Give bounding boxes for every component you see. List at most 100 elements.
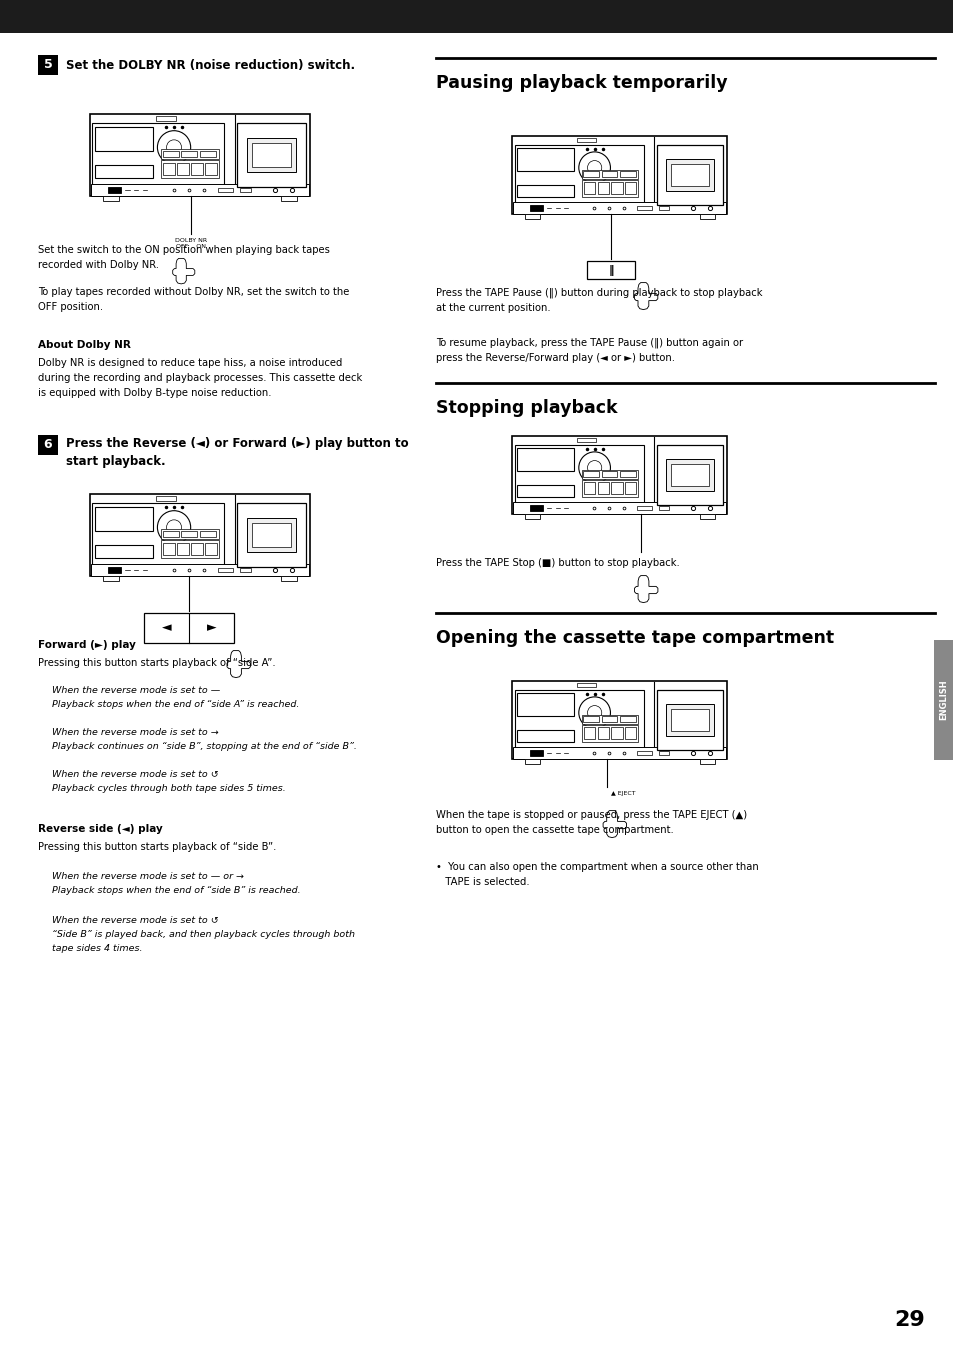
Bar — [247, 138, 295, 171]
Bar — [597, 182, 608, 194]
Bar — [583, 171, 598, 177]
Text: Playback continues on “side B”, stopping at the end of “side B”.: Playback continues on “side B”, stopping… — [52, 743, 356, 751]
Bar — [513, 502, 726, 514]
Text: Press the TAPE Stop (■) button to stop playback.: Press the TAPE Stop (■) button to stop p… — [436, 558, 679, 568]
Bar — [90, 113, 310, 196]
Bar — [513, 748, 726, 759]
Bar — [205, 543, 216, 555]
Bar — [656, 690, 722, 751]
Bar — [529, 751, 542, 756]
Bar — [252, 524, 291, 547]
Text: When the tape is stopped or paused, press the TAPE EJECT (▲)
button to open the : When the tape is stopped or paused, pres… — [436, 810, 746, 834]
Bar — [699, 514, 714, 518]
Text: Forward (►) play: Forward (►) play — [38, 640, 135, 649]
Text: ◄: ◄ — [161, 621, 172, 634]
Bar — [38, 435, 58, 455]
Bar — [597, 728, 608, 740]
Bar — [514, 444, 643, 505]
Bar — [611, 482, 622, 494]
Bar — [601, 471, 617, 478]
Bar — [670, 709, 708, 732]
Bar — [512, 136, 727, 215]
Text: Playback stops when the end of “side A” is reached.: Playback stops when the end of “side A” … — [52, 701, 299, 709]
Bar — [156, 116, 175, 120]
Bar — [624, 482, 636, 494]
Text: ENGLISH: ENGLISH — [939, 679, 947, 721]
Bar — [670, 163, 708, 186]
Bar — [611, 728, 622, 740]
Bar — [581, 714, 638, 724]
Text: Press the Reverse (◄) or Forward (►) play button to: Press the Reverse (◄) or Forward (►) pla… — [66, 436, 408, 450]
Bar — [94, 506, 152, 531]
Bar — [94, 127, 152, 151]
Bar — [517, 730, 574, 742]
Bar — [92, 123, 224, 188]
Bar — [517, 485, 574, 497]
Bar — [512, 680, 727, 759]
Text: Set the switch to the ON position when playing back tapes
recorded with Dolby NR: Set the switch to the ON position when p… — [38, 244, 330, 270]
Bar — [161, 161, 218, 178]
Bar — [587, 261, 635, 279]
Bar — [581, 479, 638, 497]
Polygon shape — [634, 575, 658, 602]
Text: “Side B” is played back, and then playback cycles through both: “Side B” is played back, and then playba… — [52, 930, 355, 940]
Bar — [665, 705, 713, 736]
Text: ‖: ‖ — [608, 265, 614, 275]
Bar — [529, 505, 542, 512]
Bar — [581, 470, 638, 479]
Bar — [94, 545, 152, 558]
Bar — [933, 640, 953, 760]
Bar — [191, 163, 202, 176]
Bar — [583, 482, 595, 494]
Bar — [163, 163, 174, 176]
Circle shape — [157, 131, 191, 163]
Text: Set the DOLBY NR (noise reduction) switch.: Set the DOLBY NR (noise reduction) switc… — [66, 58, 355, 72]
Bar — [217, 188, 233, 192]
Text: Pausing playback temporarily: Pausing playback temporarily — [436, 74, 727, 92]
Circle shape — [578, 697, 610, 729]
Text: To resume playback, press the TAPE Pause (‖) button again or
press the Reverse/F: To resume playback, press the TAPE Pause… — [436, 338, 742, 363]
Bar — [513, 202, 726, 215]
Bar — [237, 504, 305, 567]
Bar — [637, 207, 652, 209]
Bar — [619, 471, 635, 478]
Bar — [581, 725, 638, 743]
Text: Playback stops when the end of “side B” is reached.: Playback stops when the end of “side B” … — [52, 886, 300, 895]
Bar — [247, 518, 295, 552]
Circle shape — [578, 153, 610, 184]
Bar — [91, 184, 309, 196]
Text: Press the TAPE Pause (‖) button during playback to stop playback
at the current : Press the TAPE Pause (‖) button during p… — [436, 288, 761, 313]
Text: Pressing this button starts playback of “side B”.: Pressing this button starts playback of … — [38, 842, 276, 852]
Bar — [161, 540, 218, 558]
Bar — [514, 144, 643, 205]
Bar — [92, 504, 224, 567]
Bar — [624, 728, 636, 740]
Bar — [611, 182, 622, 194]
Bar — [237, 123, 305, 188]
Bar — [281, 196, 296, 201]
Text: Stopping playback: Stopping playback — [436, 400, 617, 417]
Bar — [0, 0, 953, 32]
Bar — [665, 159, 713, 190]
Bar — [581, 170, 638, 178]
Bar — [665, 459, 713, 491]
Bar — [658, 506, 669, 510]
Bar — [38, 55, 58, 76]
Bar — [199, 531, 215, 537]
Bar — [94, 165, 152, 178]
Text: When the reverse mode is set to —: When the reverse mode is set to — — [52, 686, 220, 695]
Bar — [91, 564, 309, 576]
Bar — [281, 576, 296, 580]
Polygon shape — [634, 282, 658, 309]
Polygon shape — [602, 810, 626, 837]
Bar — [619, 171, 635, 177]
Bar — [577, 683, 596, 687]
Bar — [239, 568, 251, 571]
Polygon shape — [227, 651, 250, 678]
Bar — [156, 495, 175, 501]
Circle shape — [157, 510, 191, 544]
Bar — [601, 716, 617, 722]
Bar — [670, 464, 708, 486]
Text: Dolby NR is designed to reduce tape hiss, a noise introduced
during the recordin: Dolby NR is designed to reduce tape hiss… — [38, 358, 362, 398]
Bar — [162, 531, 178, 537]
